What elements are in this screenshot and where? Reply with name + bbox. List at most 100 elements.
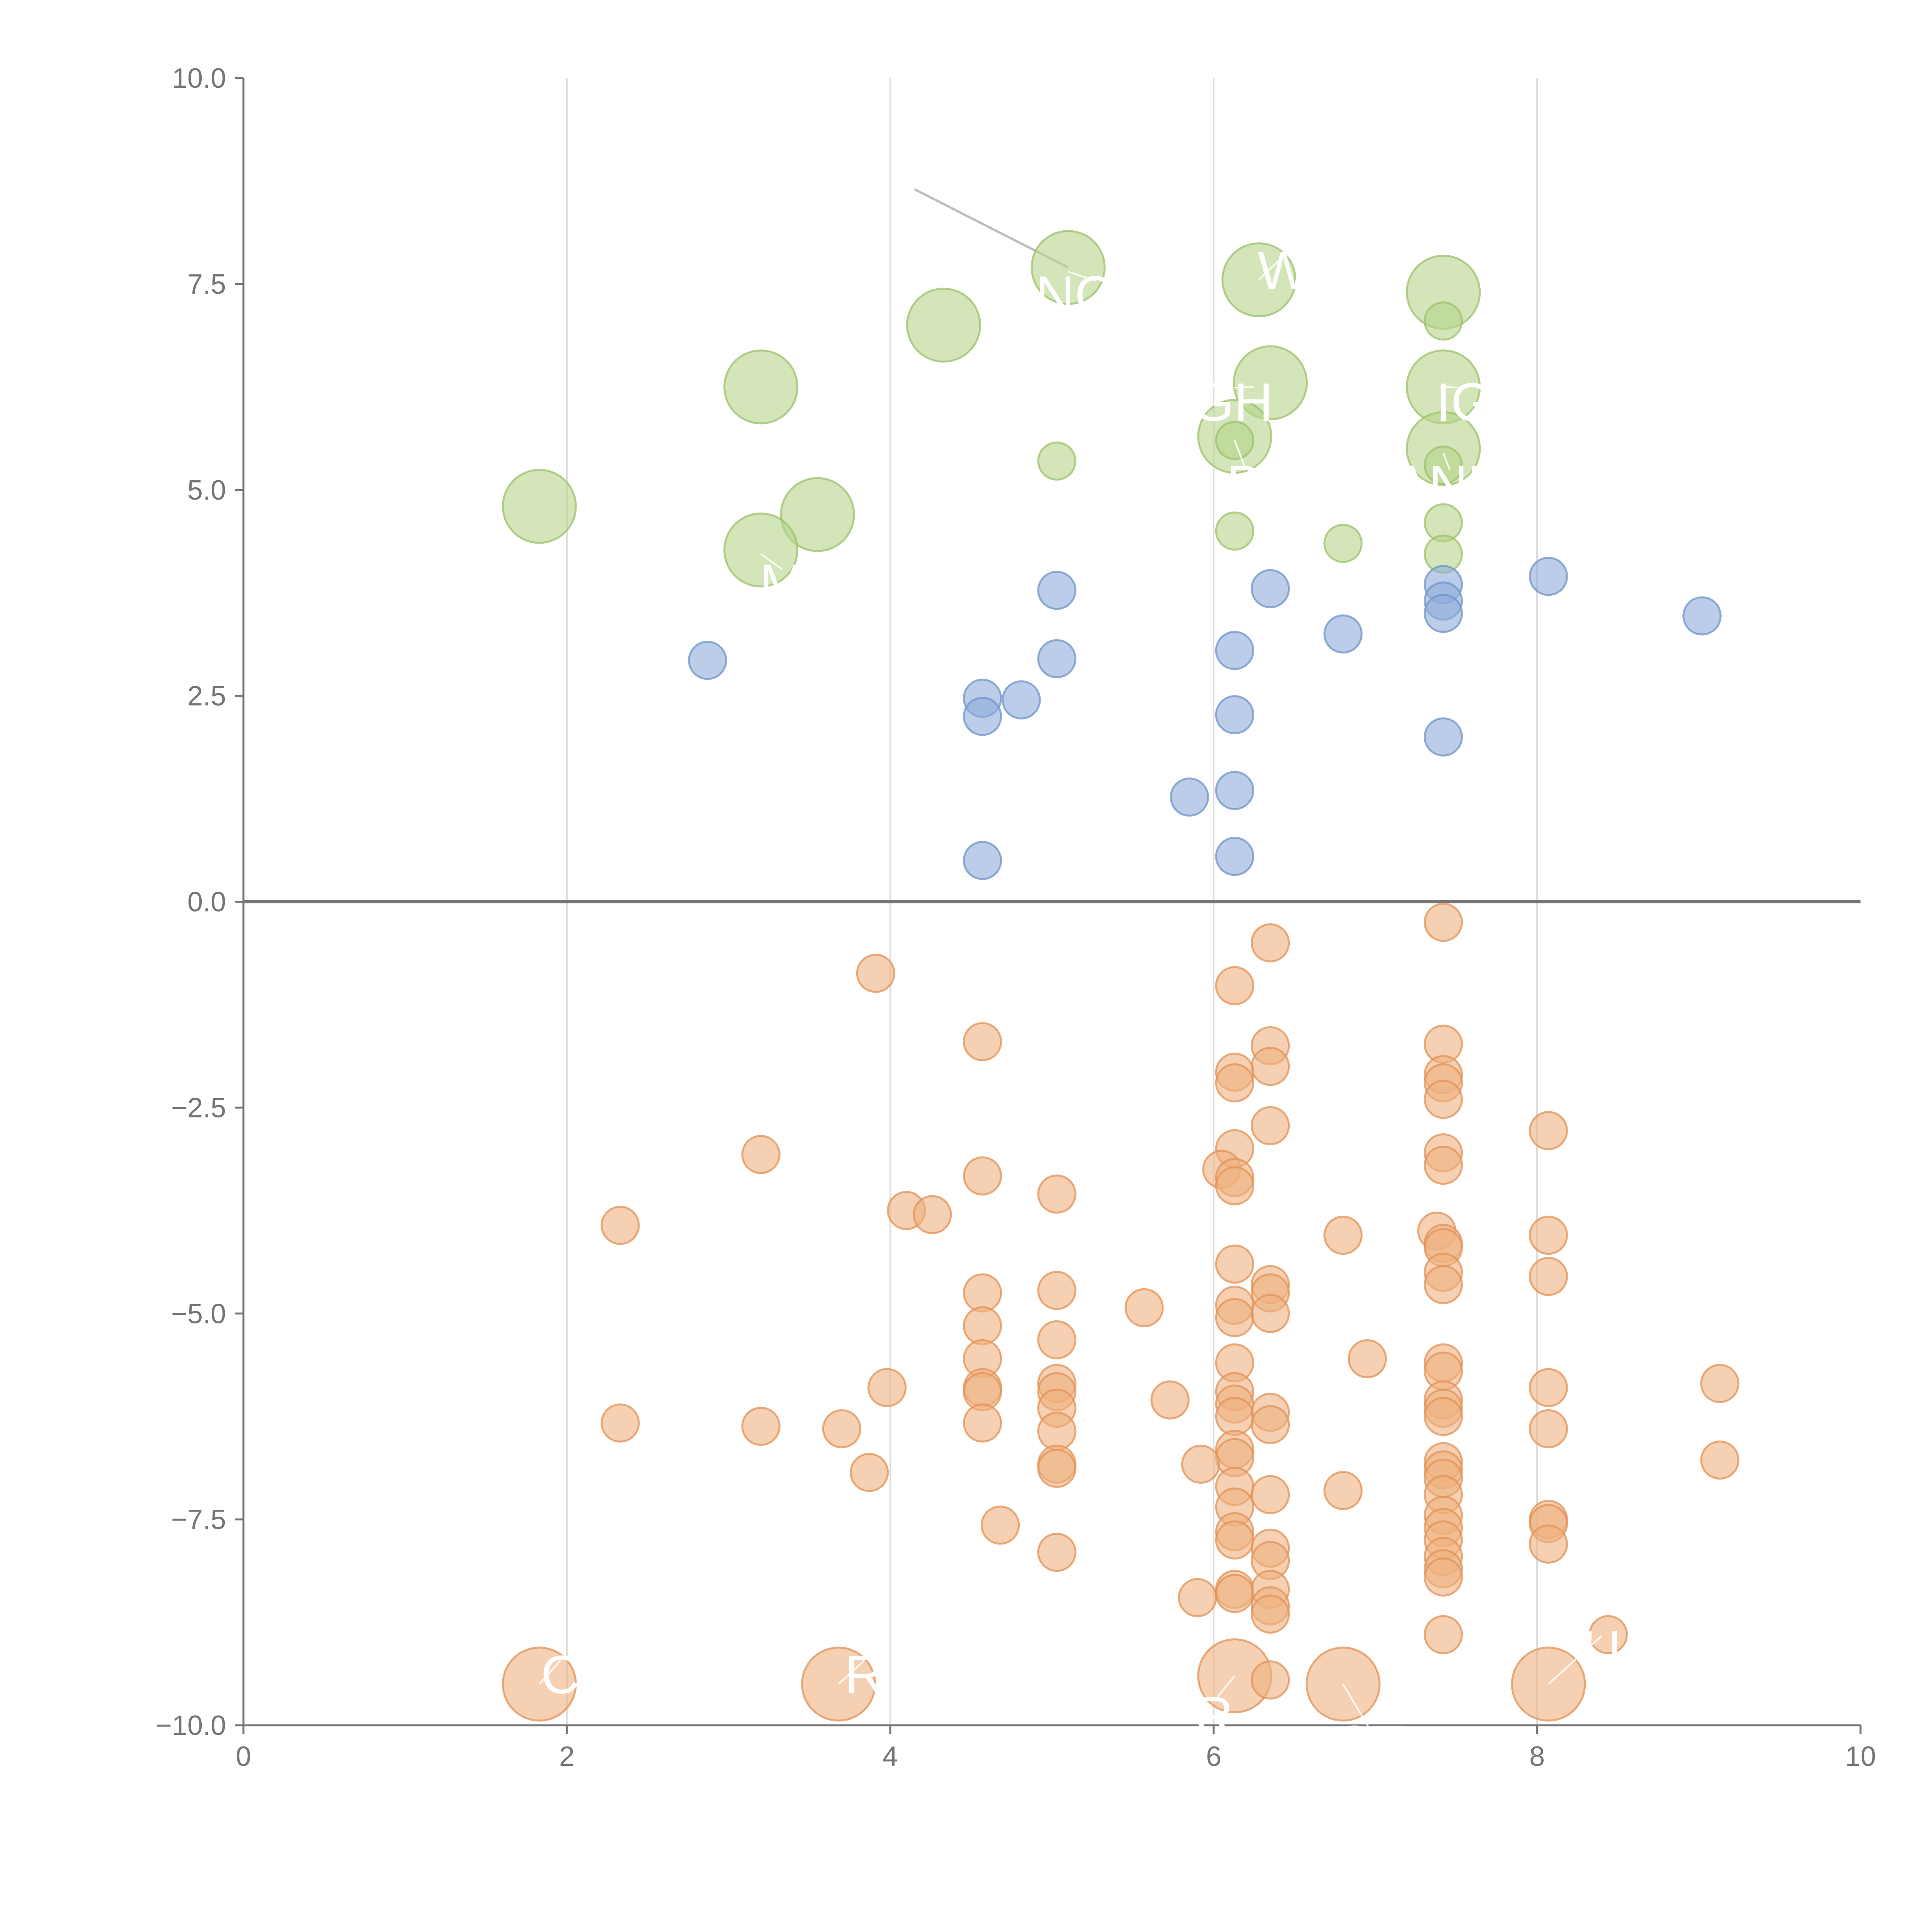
orange-data-point	[1323, 1216, 1363, 1255]
bubble-label: M	[759, 553, 804, 614]
blue-data-point	[963, 841, 1002, 880]
blue-data-point	[1529, 556, 1568, 596]
blue-data-point	[688, 641, 727, 680]
orange-data-point	[1588, 1615, 1628, 1655]
blue-data-point	[1215, 631, 1255, 670]
x-tick-label: 8	[1529, 1741, 1545, 1772]
orange-data-point	[1529, 1216, 1568, 1255]
blue-data-point	[1215, 695, 1255, 735]
bubble-label: W	[1258, 240, 1309, 301]
y-tick-label: 0.0	[187, 887, 226, 918]
orange-data-point	[1250, 1294, 1290, 1333]
green-data-point	[1233, 345, 1308, 420]
label-connector	[1068, 271, 1096, 282]
bubble-label: R	[1194, 1685, 1233, 1746]
orange-data-point	[1250, 1594, 1290, 1634]
orange-data-point	[1423, 1265, 1463, 1304]
bubble-label: C	[541, 1644, 580, 1705]
x-tick-label: 10	[1845, 1741, 1876, 1772]
label-connector	[1443, 386, 1464, 389]
orange-data-point	[1423, 1615, 1463, 1655]
orange-data-point	[1529, 1111, 1568, 1150]
y-tick-label: 2.5	[187, 681, 226, 712]
orange-data-point	[600, 1403, 640, 1443]
orange-data-point	[1250, 1475, 1290, 1514]
orange-data-point	[1124, 1288, 1164, 1327]
orange-data-point	[963, 1156, 1002, 1196]
y-tick-label: 7.5	[187, 269, 226, 300]
bubble-label: NCO	[1036, 265, 1156, 325]
orange-data-point	[963, 1273, 1002, 1313]
blue-data-point	[963, 697, 1002, 736]
orange-data-point	[1250, 1106, 1290, 1145]
orange-data-point	[1423, 1557, 1463, 1597]
green-data-point	[502, 469, 577, 544]
orange-data-point	[600, 1206, 640, 1245]
label-connector	[1258, 255, 1284, 281]
label-connector	[838, 1660, 865, 1685]
bubble-labels: NCO W IGH IG D ANU M R ST C R U	[539, 240, 1621, 1775]
blue-data-point	[1682, 596, 1722, 636]
orange-data-point	[856, 954, 895, 993]
x-tick-label: 0	[236, 1741, 251, 1772]
blue-data-point	[1170, 777, 1209, 817]
orange-data-point	[1215, 1574, 1255, 1613]
label-connector	[1442, 452, 1451, 471]
orange-data-point	[1178, 1578, 1217, 1617]
orange-data-point	[1347, 1339, 1387, 1379]
label-connector	[1548, 1635, 1602, 1685]
bubble-label: ANU	[1393, 454, 1507, 515]
orange-data-point	[1215, 966, 1255, 1005]
bubble-label: IGH	[1177, 372, 1273, 432]
blue-data-point	[1002, 680, 1041, 719]
blue-data-point	[1323, 614, 1363, 654]
bubble-label: ST	[1336, 1714, 1405, 1775]
orange-data-point	[867, 1368, 907, 1407]
orange-data-point	[1529, 1368, 1568, 1407]
blue-data-point	[1423, 717, 1463, 757]
green-data-point	[906, 287, 981, 363]
orange-data-point	[1529, 1524, 1568, 1564]
y-tick-label: 10.0	[172, 63, 226, 94]
orange-data-point	[1250, 1660, 1290, 1700]
blue-data-point	[1037, 571, 1077, 610]
orange-data-point	[741, 1406, 781, 1446]
green-data-point	[1031, 230, 1106, 305]
label-connector	[1234, 440, 1247, 471]
orange-data-point	[1250, 1405, 1290, 1444]
orange-data-point	[1529, 1409, 1568, 1449]
y-tick-label: −5.0	[171, 1298, 226, 1329]
blue-data-point	[1215, 837, 1255, 876]
y-tick-label: 5.0	[187, 475, 226, 506]
orange-data-point	[1215, 1397, 1255, 1436]
x-tick-label: 6	[1206, 1741, 1221, 1772]
orange-data-point	[849, 1452, 889, 1492]
blue-data-point	[1215, 771, 1255, 810]
orange-data-point	[913, 1195, 952, 1235]
orange-data-point	[1700, 1364, 1740, 1403]
green-data-point	[780, 477, 855, 552]
orange-data-point	[1215, 1166, 1255, 1206]
green-data-point	[1215, 511, 1255, 551]
orange-data-point	[1215, 1298, 1255, 1337]
orange-data-point	[1215, 1520, 1255, 1560]
orange-data-point	[1215, 1063, 1255, 1103]
orange-data-point	[1423, 903, 1463, 942]
orange-data-point	[1037, 1532, 1077, 1572]
orange-data-point	[822, 1409, 862, 1449]
orange-data-point	[1037, 1270, 1077, 1310]
orange-data-point	[1150, 1380, 1190, 1420]
orange-data-point	[1037, 1174, 1077, 1214]
y-tick-label: −2.5	[171, 1092, 226, 1123]
orange-data-point	[1215, 1244, 1255, 1284]
y-tick-label: −7.5	[171, 1504, 226, 1535]
bubble-label: U	[1582, 1619, 1621, 1680]
orange-data-point	[1423, 1145, 1463, 1185]
label-connector	[1213, 1675, 1235, 1702]
green-data-point	[723, 349, 799, 425]
orange-data-point	[1423, 1080, 1463, 1119]
orange-data-point	[1037, 1320, 1077, 1360]
green-data-point	[1423, 301, 1463, 341]
green-data-point	[1423, 446, 1463, 485]
